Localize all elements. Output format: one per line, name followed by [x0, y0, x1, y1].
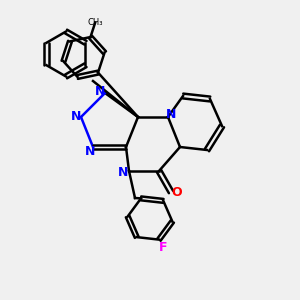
- Text: O: O: [172, 185, 182, 199]
- Text: N: N: [95, 85, 106, 98]
- Text: N: N: [85, 145, 95, 158]
- Text: N: N: [166, 107, 176, 121]
- Text: CH₃: CH₃: [87, 18, 103, 27]
- Text: N: N: [71, 110, 82, 124]
- Text: F: F: [158, 242, 167, 254]
- Text: N: N: [118, 166, 128, 179]
